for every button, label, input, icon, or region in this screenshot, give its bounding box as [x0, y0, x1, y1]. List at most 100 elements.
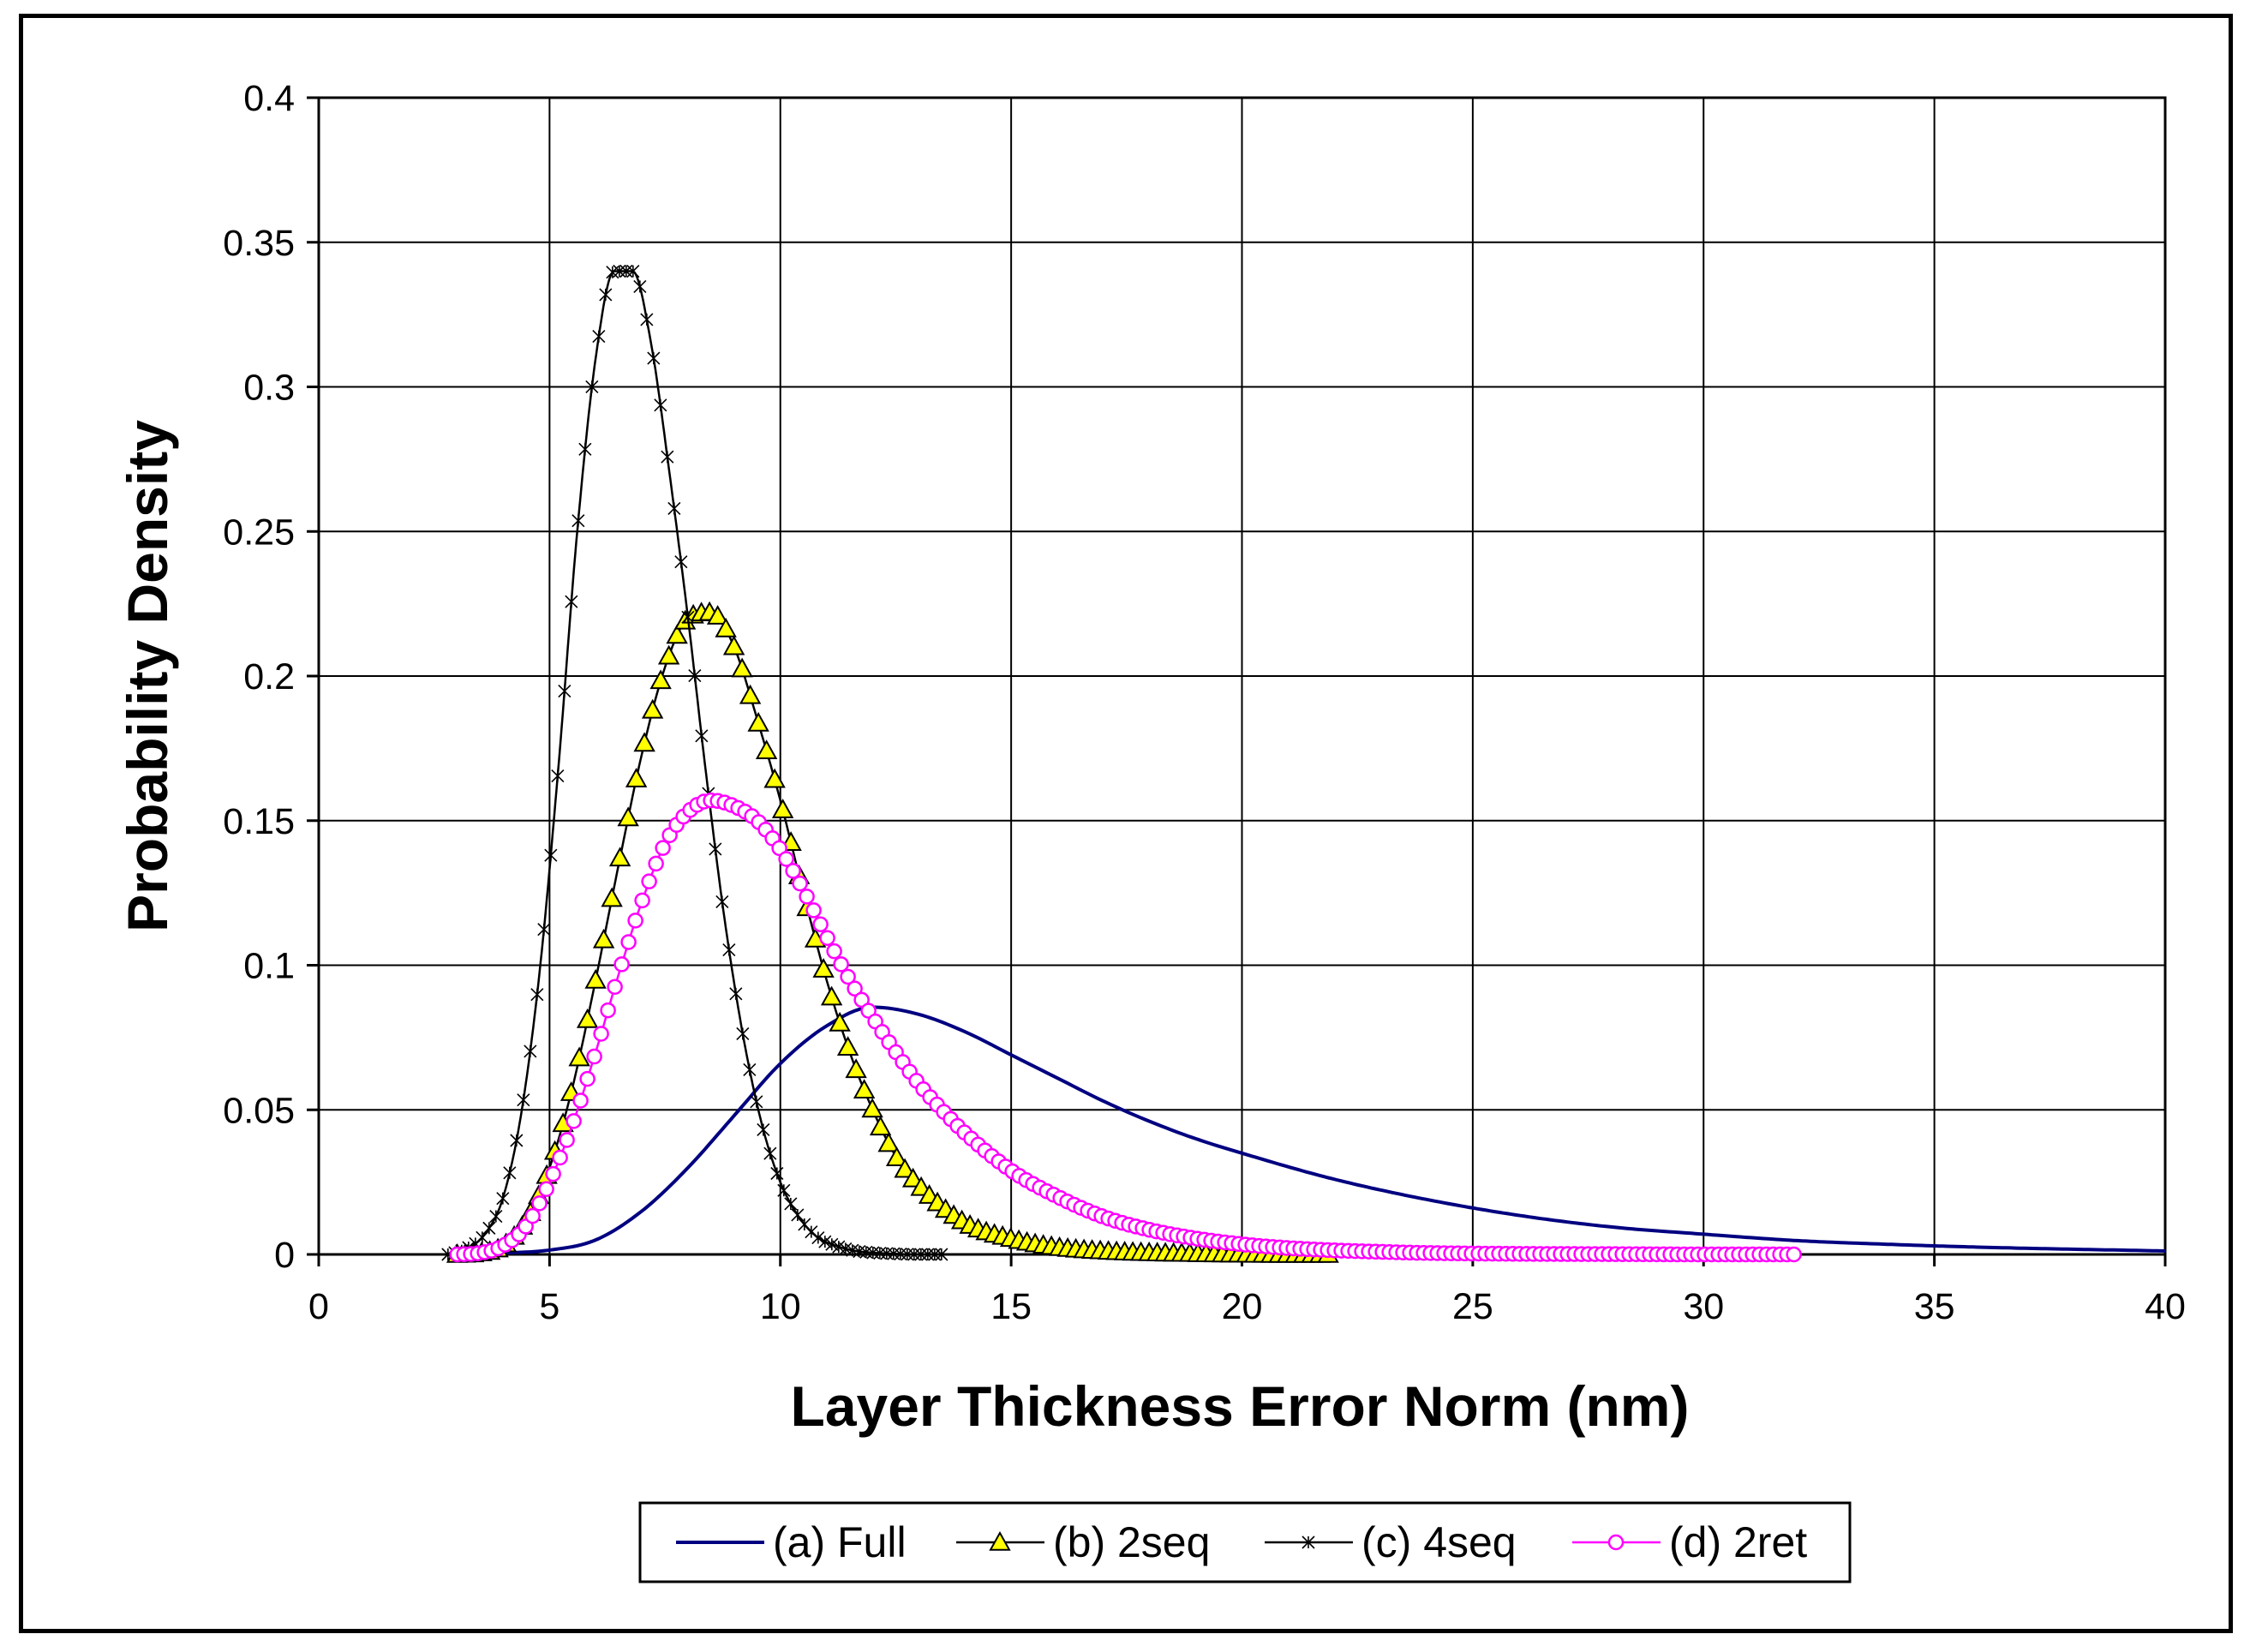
star-marker [736, 1027, 750, 1041]
triangle-marker [829, 1011, 851, 1032]
triangle-marker [747, 711, 769, 732]
circle-marker [627, 913, 643, 929]
star-marker [537, 923, 551, 937]
triangle-marker [877, 1132, 900, 1152]
triangle-marker [894, 1158, 916, 1178]
circle-marker [538, 1181, 554, 1198]
legend: (a) Full (b) 2seq (c) 4seq (d) 2ret [638, 1501, 1852, 1583]
triangle-marker [706, 605, 729, 625]
star-marker [524, 1044, 537, 1058]
circle-marker [785, 863, 801, 879]
y-tick-label: 0.4 [243, 78, 295, 119]
circle-marker [1607, 1534, 1625, 1551]
legend-entry-4: (d) 2ret [1572, 1518, 1807, 1566]
circle-marker [579, 1070, 595, 1087]
star-marker [750, 1095, 763, 1109]
legend-label: (d) 2ret [1669, 1518, 1807, 1566]
chart-svg: 0 5 10 15 20 25 30 35 40 0 0.05 0.1 0.15 0.2 0.25 0.3 0.… [116, 78, 2186, 1583]
triangle-marker [657, 644, 680, 665]
triangle-marker [633, 732, 655, 752]
triangle-marker [625, 767, 648, 787]
y-tick-label: 0.3 [243, 368, 295, 409]
triangle-marker [836, 1036, 859, 1056]
circle-marker [812, 916, 829, 933]
star-marker [578, 442, 592, 456]
star-marker [784, 1197, 798, 1211]
triangle-marker [861, 1098, 883, 1118]
y-tick-label: 0 [274, 1235, 295, 1276]
triangle-marker [666, 624, 688, 644]
triangle-marker [715, 617, 737, 637]
triangle-marker [739, 684, 762, 704]
circle-marker [819, 930, 835, 946]
circle-marker [586, 1048, 602, 1065]
star-marker [476, 1230, 489, 1244]
star-marker [530, 988, 544, 1002]
triangle-marker [649, 669, 672, 690]
circle-marker [840, 968, 856, 985]
star-marker [907, 1248, 921, 1261]
y-tick-label: 0.35 [223, 223, 295, 264]
legend-entry-1: (a) Full [676, 1518, 907, 1566]
star-marker [613, 264, 626, 278]
star-marker [695, 729, 709, 743]
star-marker [791, 1208, 805, 1222]
circle-marker [799, 889, 815, 905]
circle-marker [607, 979, 623, 995]
triangle-marker [820, 985, 843, 1006]
triangle-marker [584, 968, 607, 989]
circle-marker [655, 840, 671, 856]
circle-marker [641, 873, 657, 889]
star-marker [811, 1230, 825, 1245]
series-4 [449, 792, 1802, 1263]
triangle-marker [885, 1146, 908, 1166]
legend-label: (a) Full [773, 1518, 907, 1566]
triangle-marker [845, 1058, 867, 1079]
star-marker [729, 987, 743, 1001]
star-marker [914, 1248, 928, 1261]
star-marker [818, 1235, 832, 1248]
star-marker [661, 450, 674, 464]
star-marker [743, 1062, 757, 1077]
circle-marker [634, 892, 650, 909]
x-tick-label: 25 [1452, 1286, 1493, 1327]
triangle-marker [608, 847, 631, 867]
star-marker [928, 1248, 942, 1261]
star-marker [770, 1166, 784, 1181]
star-marker [571, 514, 585, 528]
triangle-marker [901, 1167, 925, 1188]
star-marker [681, 610, 695, 624]
star-marker [921, 1248, 935, 1261]
star-marker [654, 398, 667, 412]
circle-marker [559, 1132, 575, 1148]
star-marker [674, 555, 688, 569]
circle-marker [572, 1092, 589, 1109]
legend-label: (c) 4seq [1361, 1518, 1517, 1566]
star-marker [585, 380, 599, 393]
star-marker [935, 1248, 948, 1261]
circle-marker [778, 851, 794, 867]
star-marker [482, 1221, 496, 1235]
circle-marker [792, 875, 808, 892]
x-tick-label: 10 [760, 1286, 801, 1327]
triangle-marker [763, 768, 786, 788]
star-marker [517, 1093, 530, 1107]
x-tick-label: 5 [539, 1286, 560, 1327]
circle-marker [613, 956, 630, 973]
series-layer [441, 264, 2166, 1263]
x-tick-label: 15 [990, 1286, 1032, 1327]
y-axis-title: Probability Density [116, 420, 179, 932]
triangle-marker [601, 887, 623, 907]
circle-marker [565, 1113, 582, 1129]
star-marker [709, 842, 722, 856]
star-marker [777, 1183, 791, 1197]
star-marker [544, 848, 558, 862]
y-tick-label: 0.05 [223, 1090, 295, 1131]
star-marker [626, 265, 640, 278]
legend-entry-3: (c) 4seq [1265, 1518, 1517, 1566]
circle-marker [1786, 1246, 1802, 1263]
x-axis-title: Layer Thickness Error Norm (nm) [791, 1374, 1690, 1438]
triangle-marker [771, 799, 794, 818]
y-tick-label: 0.1 [243, 946, 295, 987]
star-marker [763, 1146, 777, 1160]
